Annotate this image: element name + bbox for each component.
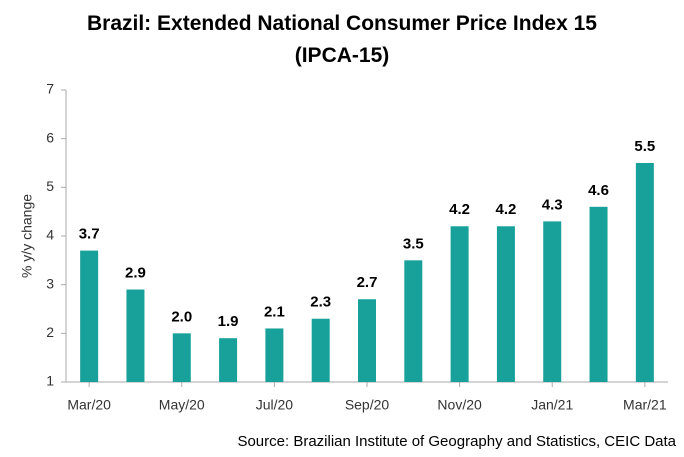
value-label: 3.7 (79, 226, 100, 243)
bar (543, 221, 562, 382)
x-tick-label: Mar/21 (623, 397, 667, 413)
y-axis-label: % y/y change (19, 194, 35, 278)
chart-title: Brazil: Extended National Consumer Price… (87, 12, 597, 67)
value-label: 4.2 (495, 201, 516, 218)
x-tick-label: Jul/20 (256, 397, 294, 413)
bar (265, 328, 284, 382)
x-tick-label: Mar/20 (67, 397, 111, 413)
bar (80, 250, 99, 382)
y-tick-label: 2 (46, 324, 54, 340)
value-label: 4.6 (588, 182, 609, 199)
y-tick-label: 3 (46, 275, 54, 291)
x-tick-label: Nov/20 (437, 397, 482, 413)
bar (126, 289, 145, 382)
value-label: 4.3 (542, 196, 563, 213)
y-tick-label: 4 (46, 227, 54, 243)
value-label: 4.2 (449, 201, 470, 218)
x-tick-label: Sep/20 (345, 397, 390, 413)
bar (219, 338, 238, 382)
value-label: 2.9 (125, 265, 146, 282)
value-label: 3.5 (403, 235, 424, 252)
bar (450, 226, 469, 382)
value-label: 2.1 (264, 303, 285, 320)
value-label: 2.0 (171, 308, 192, 325)
bar (358, 299, 376, 382)
bar (311, 318, 330, 382)
y-tick-label: 6 (46, 129, 54, 145)
y-tick-label: 7 (46, 81, 54, 97)
value-label: 2.3 (310, 294, 331, 311)
value-label: 2.7 (357, 274, 378, 291)
source: Source: Brazilian Institute of Geography… (237, 433, 676, 450)
y-tick-label: 5 (46, 178, 54, 194)
bar (404, 260, 423, 382)
bar (589, 206, 608, 382)
x-tick-label: May/20 (159, 397, 205, 413)
value-label: 5.5 (634, 138, 655, 155)
x-tick-label: Jan/21 (531, 397, 573, 413)
y-tick-label: 1 (46, 373, 54, 389)
bar (496, 226, 515, 382)
bar (635, 163, 654, 382)
value-label: 1.9 (218, 313, 239, 330)
bar (172, 333, 191, 382)
